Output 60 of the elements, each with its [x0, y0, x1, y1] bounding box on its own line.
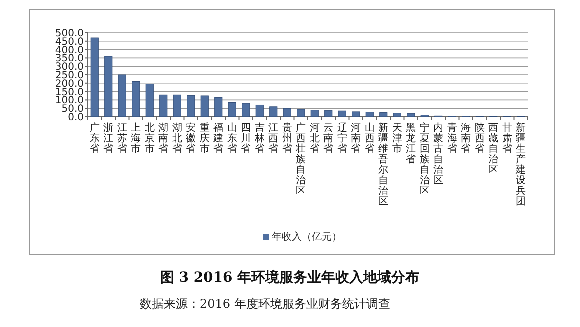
y-tick-label: 0.0: [68, 112, 84, 124]
x-tick-label: 陕西省: [474, 122, 485, 155]
bar: [173, 94, 182, 118]
bar: [228, 102, 236, 118]
x-tick-label: 辽宁省: [337, 122, 348, 155]
bar: [90, 38, 99, 118]
bar: [283, 108, 292, 118]
x-tick-label: 上海市: [131, 122, 142, 155]
x-tick-label: 四川省: [241, 123, 252, 155]
bar: [118, 74, 126, 118]
bar: [310, 110, 319, 118]
x-tick-label: 吉林省: [254, 122, 265, 155]
x-tick-label: 重庆市: [200, 122, 210, 155]
x-tick-label: 山东省: [227, 122, 238, 155]
x-tick-label: 湖北省: [172, 122, 182, 155]
bar: [214, 97, 223, 118]
x-tick-label: 黑龙江省: [406, 123, 416, 166]
x-tick-label: 广西壮族自治区: [295, 122, 306, 197]
bar: [146, 84, 154, 118]
x-tick-label: 江西省: [268, 122, 279, 155]
x-tick-label: 浙江省: [104, 122, 114, 155]
x-tick-label: 福建省: [212, 122, 224, 155]
x-tick-label: 青海省: [447, 122, 458, 155]
x-tick-label: 安徽省: [186, 122, 196, 155]
bar: [200, 96, 209, 118]
x-tick-label: 新疆维吾尔自治区: [378, 122, 389, 208]
bar: [270, 106, 278, 118]
source-note: 数据来源：2016 年度环境服务业财务统计调查: [140, 297, 390, 311]
text: 图 3 2016 年环境服务业年收入地域分布: [160, 269, 420, 286]
x-tick-label: 宁夏回族自治区: [420, 122, 430, 197]
x-tick-label: 湖南省: [158, 122, 169, 155]
bar: [393, 113, 402, 118]
bar: [352, 112, 360, 118]
bar: [104, 56, 113, 118]
x-tick-label: 河南省: [351, 122, 362, 155]
bar: [324, 110, 333, 118]
x-tick-label: 河北省: [310, 122, 320, 155]
bar: [242, 103, 250, 118]
bar: [297, 109, 306, 118]
bar: [187, 95, 196, 118]
x-tick-label: 天津市: [392, 123, 402, 155]
x-tick-label: 北京市: [144, 122, 155, 155]
bar: [338, 110, 346, 118]
x-tick-label: 广东省: [90, 122, 100, 155]
x-tick-label: 新疆生产建设兵团: [515, 122, 526, 208]
bar: [132, 81, 140, 118]
x-tick-label: 云南省: [324, 123, 334, 155]
x-tick-label: 甘肃省: [502, 122, 512, 155]
bar: [160, 94, 168, 118]
legend-label: 年收入（亿元）: [272, 231, 342, 243]
x-tick-label: 江苏省: [117, 122, 128, 155]
bar: [256, 104, 264, 118]
x-tick-label: 西藏自治区: [488, 123, 499, 176]
bar: [366, 112, 374, 118]
x-tick-label: 海南省: [461, 122, 472, 155]
x-tick-label: 贵州省: [282, 122, 292, 155]
bar: [407, 113, 416, 118]
x-tick-label: 内蒙古自治区: [434, 122, 444, 186]
bar: [380, 112, 388, 118]
x-tick-label: 山西省: [364, 122, 375, 155]
